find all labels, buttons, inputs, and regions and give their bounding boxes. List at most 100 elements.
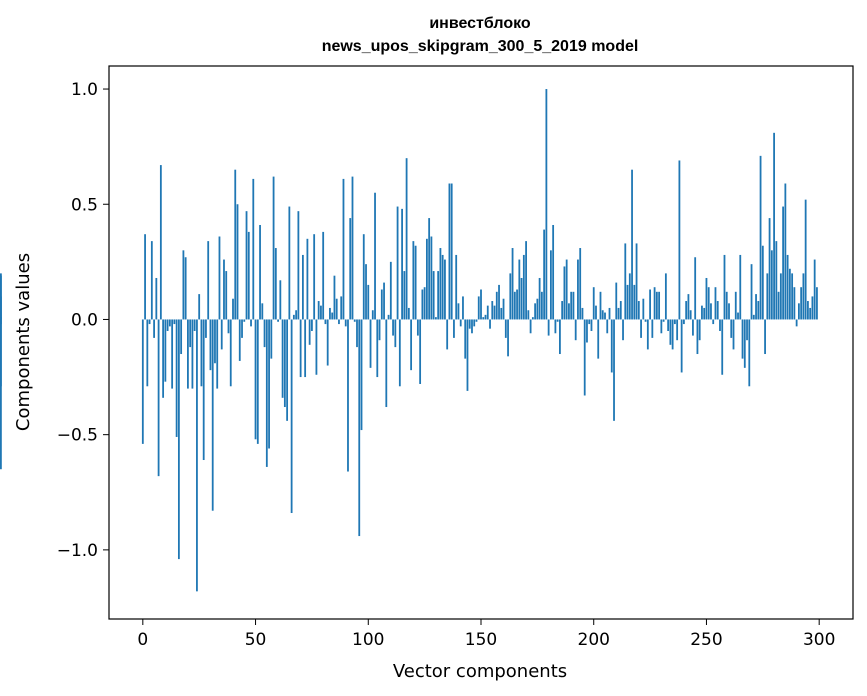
bar [225,271,228,320]
bar [223,259,225,320]
bar [590,319,593,331]
bar [622,319,624,341]
bar [486,305,489,320]
bar [175,319,178,437]
bar [669,319,672,345]
bar [471,319,473,334]
bar [536,298,539,320]
bar [432,271,435,320]
x-tick-label: 200 [578,630,610,650]
bar [351,176,354,320]
bar [527,310,530,320]
bar [315,319,318,375]
bar [437,271,440,320]
bar [146,319,149,387]
bar [804,199,807,320]
bar [234,169,237,320]
bar [577,259,579,320]
bar [504,319,507,338]
bar [692,319,694,336]
bar [292,314,295,320]
bar [416,319,419,336]
bar [507,319,509,357]
bar [0,319,2,470]
bar [491,301,494,320]
bar [741,319,744,359]
bar [0,319,2,325]
bar [637,301,640,320]
bar [777,291,780,320]
bar [0,275,2,320]
bar [189,319,192,348]
bar [786,254,789,320]
bar [484,314,487,320]
bar [356,319,358,348]
chart-title: инвестблоко [429,15,531,32]
bar [797,303,800,320]
bar [211,319,214,511]
bar [455,254,458,320]
bar [723,254,726,320]
bar [793,287,796,320]
bar-series [0,89,818,592]
bar [306,238,309,320]
bar [196,319,198,592]
bar [547,319,550,336]
bar [283,319,286,408]
bar [333,275,336,320]
bar [773,132,775,320]
bar [252,178,255,320]
bar [574,319,577,341]
bar [500,307,503,320]
bar [324,319,327,325]
bar [759,155,762,320]
bar [680,319,683,373]
bar [531,317,534,320]
y-tick-label: −0.5 [57,426,98,446]
bar [367,284,370,320]
bar [205,319,207,338]
bar [752,314,755,320]
bar [371,310,374,320]
bar [529,319,532,334]
bar [703,307,706,320]
bar [308,319,311,345]
bar [144,234,146,320]
bar [572,291,575,320]
x-tick-label: 250 [690,630,722,650]
bar [0,317,2,320]
bar [509,273,512,320]
bar [270,319,273,359]
bar [658,291,661,320]
bar [256,319,259,444]
bar [464,319,467,359]
bar [423,287,426,320]
bar [387,314,390,320]
bar [489,319,491,329]
bar [268,319,270,449]
bar [635,243,638,320]
bar [171,319,174,389]
bar [651,319,654,338]
bar [243,319,246,322]
bar [410,319,413,371]
bar [516,289,518,320]
bar [599,291,602,320]
bar [710,303,712,320]
bar [369,319,372,368]
bar [0,319,2,387]
bar [288,206,291,320]
bar [396,206,399,320]
bar [540,291,543,320]
bar [446,319,449,350]
bar [279,280,282,320]
bar [746,319,748,341]
bar [748,319,751,387]
bar [698,319,701,341]
bar [347,319,349,472]
bar [214,319,216,364]
bar [631,169,633,320]
bar [761,245,764,320]
bar [453,319,455,338]
bar [689,310,692,320]
